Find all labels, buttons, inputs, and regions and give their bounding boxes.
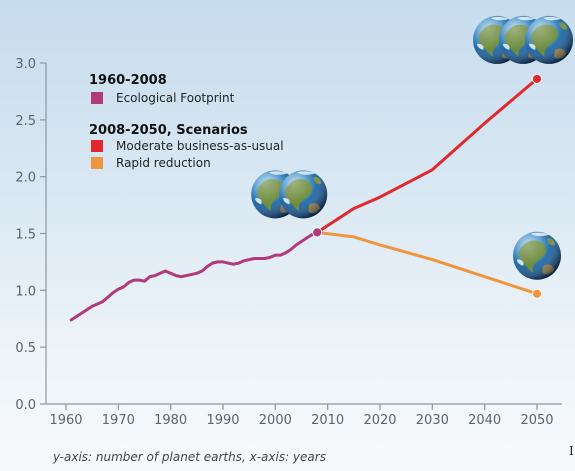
data-point-marker — [532, 288, 542, 299]
x-tick-label: 2020 — [363, 413, 396, 428]
series-line-ecological-footprint — [69, 230, 319, 322]
y-tick-label: 3.0 — [15, 57, 36, 72]
edge-mark: I — [569, 444, 574, 458]
y-tick-label: 1.0 — [15, 284, 36, 299]
x-tick-label: 2010 — [311, 413, 344, 428]
legend-swatch-rapid-reduction — [91, 157, 103, 169]
earth-icon — [513, 231, 561, 280]
series-layer — [69, 77, 539, 322]
x-tick-label: 1960 — [49, 413, 82, 428]
x-tick-label: 1990 — [206, 413, 239, 428]
y-tick-label: 1.5 — [15, 228, 36, 243]
x-tick-label: 2050 — [520, 413, 553, 428]
y-tick-label: 2.5 — [15, 114, 36, 129]
series-line-moderate-business-as-usual — [315, 77, 539, 234]
marker-layer — [312, 74, 542, 299]
y-axis-ticks: 0.0 0.5 1.0 1.5 2.0 2.5 3.0 — [15, 57, 46, 413]
legend-swatch-ecological-footprint — [91, 92, 103, 104]
legend-heading-1960-2008: 1960-2008 — [89, 73, 167, 88]
legend-label-ecological-footprint: Ecological Footprint — [116, 91, 235, 105]
data-point-marker — [312, 227, 323, 238]
x-tick-label: 1980 — [154, 413, 187, 428]
x-tick-label: 2040 — [468, 413, 501, 428]
earth-icons-layer — [251, 15, 573, 280]
x-tick-label: 2000 — [259, 413, 292, 428]
data-point-marker — [532, 74, 542, 84]
earth-icon — [525, 15, 573, 64]
axis-caption: y-axis: number of planet earths, x-axis:… — [53, 450, 326, 464]
y-tick-label: 2.0 — [15, 171, 36, 186]
legend: 1960-2008 Ecological Footprint 2008-2050… — [89, 73, 284, 170]
legend-label-rapid-reduction: Rapid reduction — [116, 156, 211, 170]
y-tick-label: 0.0 — [15, 398, 36, 413]
y-tick-label: 0.5 — [15, 341, 36, 356]
legend-swatch-moderate-business-as-usual — [91, 140, 103, 152]
x-tick-label: 1970 — [102, 413, 135, 428]
x-axis-ticks: 1960 1970 1980 1990 2000 2010 2020 2030 2040 2050 — [49, 404, 554, 428]
legend-label-moderate-business-as-usual: Moderate business-as-usual — [116, 139, 284, 153]
x-tick-label: 2030 — [416, 413, 449, 428]
legend-heading-scenarios: 2008-2050, Scenarios — [89, 123, 248, 138]
series-line-rapid-reduction — [315, 230, 539, 296]
earth-icon — [279, 170, 328, 219]
